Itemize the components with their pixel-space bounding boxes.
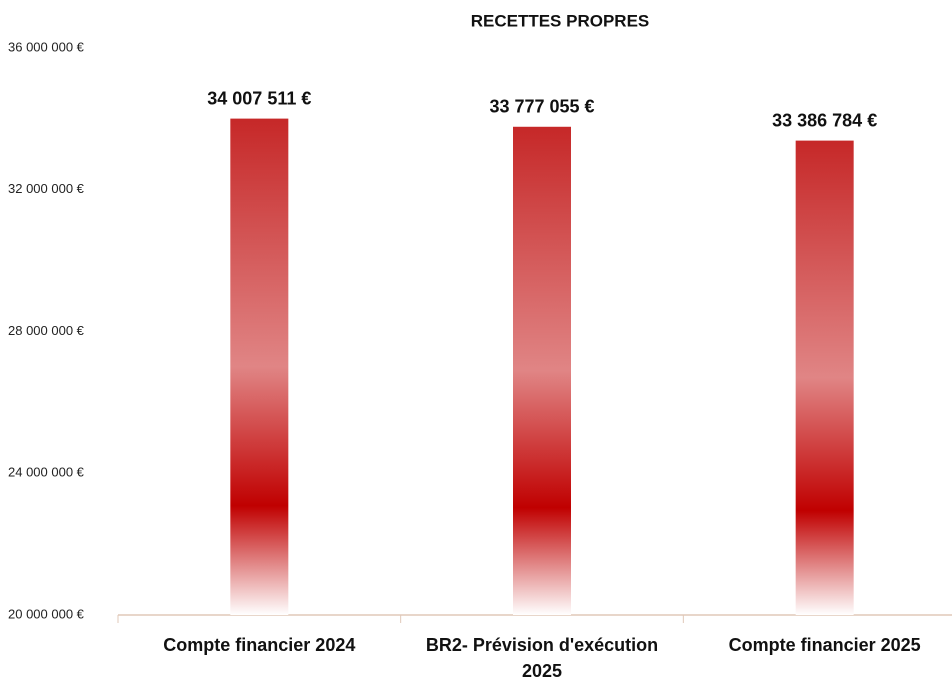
- y-tick-label: 28 000 000 €: [8, 323, 85, 338]
- y-tick-label: 32 000 000 €: [8, 181, 85, 196]
- bar: [230, 118, 289, 615]
- value-label: 33 777 055 €: [489, 97, 594, 117]
- y-tick-label: 24 000 000 €: [8, 465, 85, 480]
- bar: [795, 140, 854, 615]
- x-tick-label: Compte financier 2024: [163, 635, 356, 655]
- chart-title: RECETTES PROPRES: [471, 11, 650, 30]
- value-label: 34 007 511 €: [207, 88, 311, 108]
- value-label: 33 386 784 €: [772, 110, 877, 130]
- y-tick-label: 36 000 000 €: [8, 39, 85, 54]
- bar: [513, 126, 571, 616]
- x-tick-label: Compte financier 2025: [728, 635, 921, 655]
- x-tick-label: BR2- Prévision d'exécution 2025: [425, 635, 659, 681]
- y-tick-label: 20 000 000 €: [8, 606, 85, 621]
